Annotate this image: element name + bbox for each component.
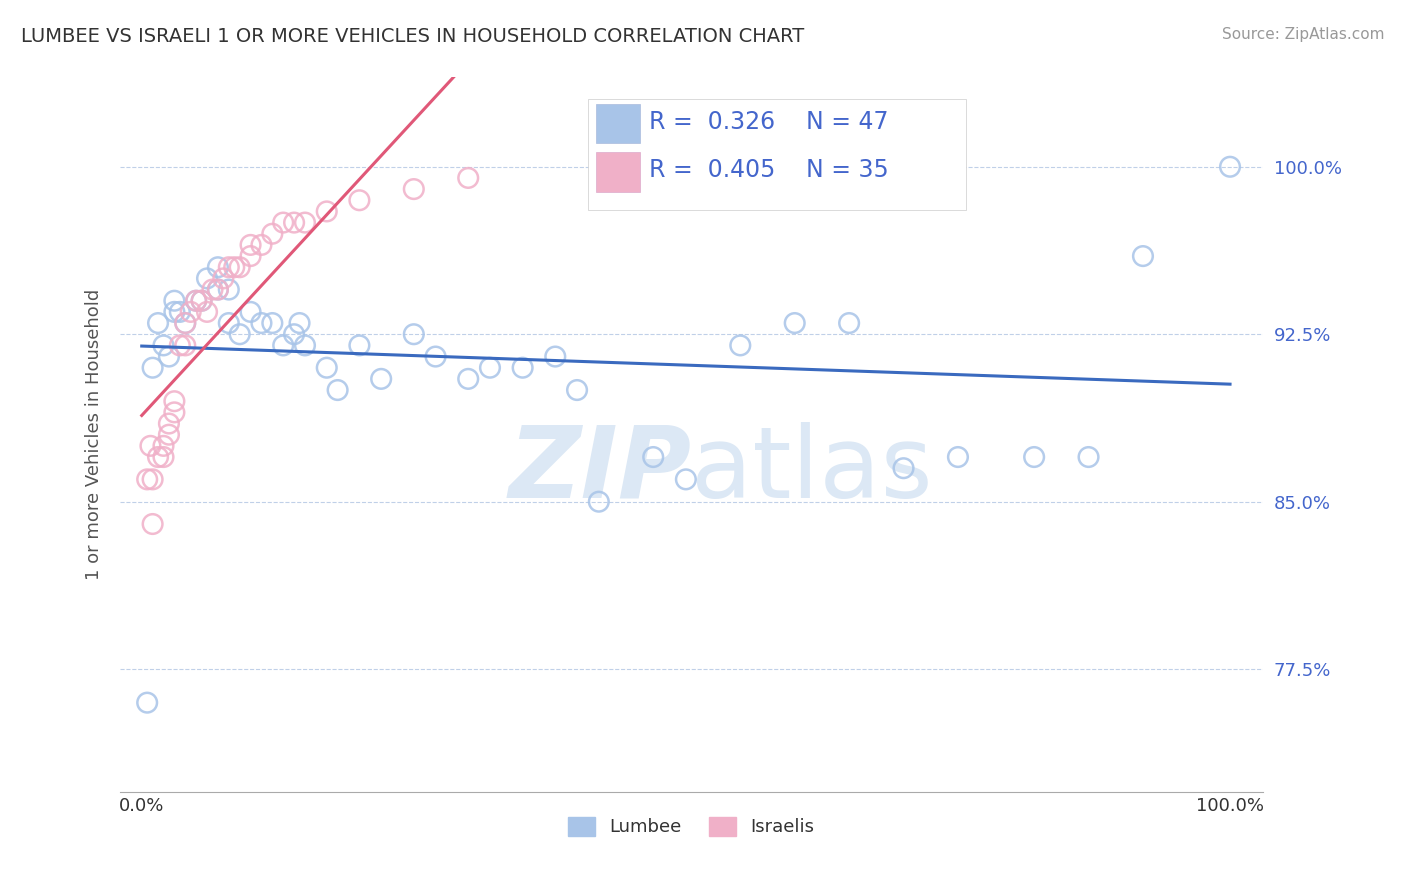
- Point: [228, 260, 250, 275]
- Point: [783, 316, 806, 330]
- Point: [239, 305, 262, 319]
- Point: [250, 316, 273, 330]
- Point: [294, 216, 316, 230]
- Point: [1132, 249, 1154, 263]
- Y-axis label: 1 or more Vehicles in Household: 1 or more Vehicles in Household: [86, 289, 103, 581]
- Point: [152, 439, 174, 453]
- Point: [271, 338, 294, 352]
- Point: [136, 472, 159, 486]
- Point: [190, 293, 212, 308]
- Text: LUMBEE VS ISRAELI 1 OR MORE VEHICLES IN HOUSEHOLD CORRELATION CHART: LUMBEE VS ISRAELI 1 OR MORE VEHICLES IN …: [21, 27, 804, 45]
- Point: [218, 283, 240, 297]
- Point: [402, 182, 425, 196]
- Point: [262, 227, 284, 241]
- Point: [946, 450, 969, 464]
- Point: [163, 405, 186, 419]
- FancyBboxPatch shape: [596, 153, 640, 192]
- Point: [1077, 450, 1099, 464]
- Point: [478, 360, 501, 375]
- FancyBboxPatch shape: [589, 99, 966, 210]
- Point: [195, 271, 218, 285]
- Point: [180, 305, 202, 319]
- Point: [425, 350, 447, 364]
- Text: N = 35: N = 35: [806, 158, 889, 182]
- Point: [675, 472, 697, 486]
- Point: [142, 516, 165, 531]
- Point: [262, 316, 284, 330]
- Point: [326, 383, 349, 397]
- Point: [146, 450, 169, 464]
- Point: [169, 305, 191, 319]
- Point: [588, 494, 610, 508]
- Point: [239, 238, 262, 252]
- Point: [315, 204, 337, 219]
- Point: [186, 293, 208, 308]
- Point: [283, 216, 305, 230]
- Point: [544, 350, 567, 364]
- Text: N = 47: N = 47: [806, 110, 889, 134]
- Point: [152, 450, 174, 464]
- Point: [190, 293, 212, 308]
- Point: [207, 260, 229, 275]
- Point: [457, 170, 479, 185]
- Point: [174, 316, 197, 330]
- Point: [163, 305, 186, 319]
- Point: [271, 216, 294, 230]
- Point: [157, 350, 180, 364]
- Point: [207, 283, 229, 297]
- Point: [142, 360, 165, 375]
- Point: [218, 260, 240, 275]
- Text: atlas: atlas: [692, 422, 934, 519]
- Point: [283, 327, 305, 342]
- Point: [212, 271, 235, 285]
- Point: [142, 472, 165, 486]
- Point: [218, 316, 240, 330]
- Point: [1219, 160, 1241, 174]
- Point: [157, 427, 180, 442]
- Point: [169, 338, 191, 352]
- Text: R =  0.326: R = 0.326: [650, 110, 775, 134]
- Point: [195, 305, 218, 319]
- Point: [163, 394, 186, 409]
- Point: [349, 338, 371, 352]
- Legend: Lumbee, Israelis: Lumbee, Israelis: [561, 810, 821, 844]
- Text: Source: ZipAtlas.com: Source: ZipAtlas.com: [1222, 27, 1385, 42]
- Point: [565, 383, 588, 397]
- Text: R =  0.405: R = 0.405: [650, 158, 776, 182]
- Point: [294, 338, 316, 352]
- Point: [730, 338, 752, 352]
- Point: [402, 327, 425, 342]
- Point: [146, 316, 169, 330]
- Point: [139, 439, 162, 453]
- Point: [643, 450, 665, 464]
- Point: [370, 372, 392, 386]
- Point: [207, 283, 229, 297]
- Point: [1024, 450, 1046, 464]
- Point: [239, 249, 262, 263]
- Point: [315, 360, 337, 375]
- Point: [288, 316, 311, 330]
- Point: [201, 283, 224, 297]
- Point: [152, 338, 174, 352]
- Point: [136, 696, 159, 710]
- FancyBboxPatch shape: [596, 103, 640, 144]
- Point: [174, 316, 197, 330]
- Point: [186, 293, 208, 308]
- Point: [250, 238, 273, 252]
- Point: [838, 316, 860, 330]
- Point: [157, 417, 180, 431]
- Point: [349, 193, 371, 207]
- Text: ZIP: ZIP: [509, 422, 692, 519]
- Point: [893, 461, 915, 475]
- Point: [228, 327, 250, 342]
- Point: [163, 293, 186, 308]
- Point: [224, 260, 246, 275]
- Point: [174, 338, 197, 352]
- Point: [457, 372, 479, 386]
- Point: [512, 360, 534, 375]
